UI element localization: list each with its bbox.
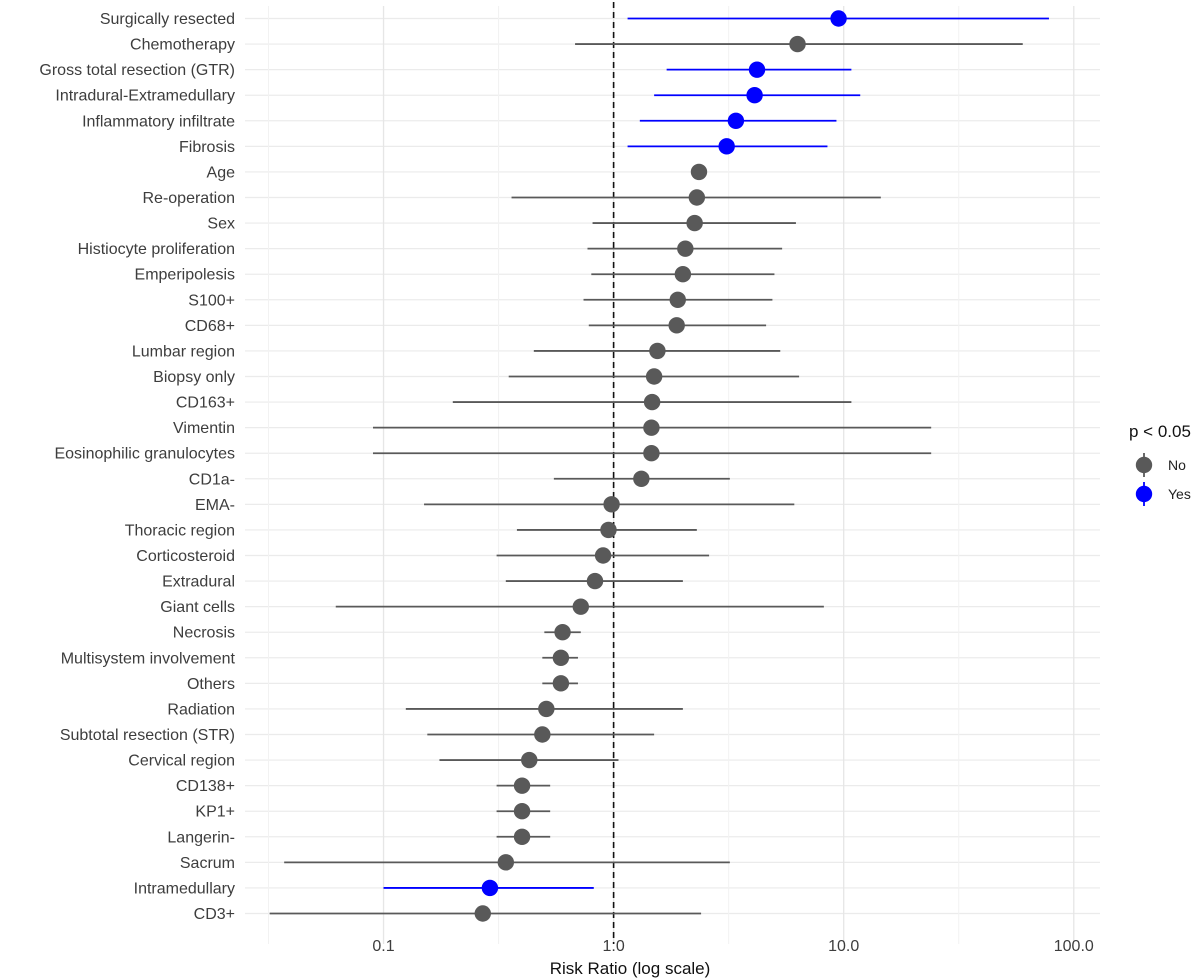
legend-entries: No Yes [1135, 453, 1191, 506]
row-label: Lumbar region [132, 343, 235, 360]
point-estimate [649, 342, 666, 360]
point-estimate [727, 112, 745, 129]
point-estimate [643, 393, 661, 411]
legend-key-point [1135, 485, 1153, 503]
row-label: Cervical region [128, 753, 235, 770]
row-label: Others [187, 676, 235, 693]
legend-label: Yes [1168, 486, 1191, 502]
row-label: Vimentin [173, 420, 235, 437]
point-estimate [746, 87, 763, 104]
row-label: Radiation [167, 701, 235, 718]
y-axis-labels: Surgically resected Chemotherapy Gross tot… [39, 11, 235, 923]
point-estimate [677, 240, 694, 257]
row-label: Giant cells [160, 599, 235, 616]
row-label: CD138+ [176, 778, 235, 795]
x-axis-ticks: 0.1 1.0 10.0 100.0 [372, 938, 1093, 955]
point-estimate [686, 214, 703, 232]
row-label: Age [207, 164, 236, 181]
row-label: Subtotal resection (STR) [60, 727, 235, 744]
row-label: Biopsy only [153, 369, 235, 386]
row-label: Inflammatory infiltrate [82, 113, 235, 130]
row-label: Langerin- [167, 829, 235, 846]
row-label: Necrosis [173, 625, 235, 642]
point-estimate [645, 368, 663, 385]
row-label: Chemotherapy [130, 37, 235, 54]
row-label: Eosinophilic granulocytes [54, 446, 235, 463]
x-tick-label: 0.1 [372, 938, 394, 955]
point-estimate [538, 700, 555, 718]
point-estimate [668, 317, 685, 334]
point-estimate [534, 726, 551, 743]
legend: p < 0.05 No Yes [1129, 422, 1191, 506]
row-label: Histiocyte proliferation [78, 241, 235, 258]
legend-title: p < 0.05 [1129, 422, 1191, 441]
x-axis-title: Risk Ratio (log scale) [550, 959, 711, 978]
point-estimate [474, 905, 491, 922]
point-estimate [600, 521, 617, 539]
point-estimate [572, 598, 589, 615]
row-label: Sex [207, 216, 235, 233]
point-estimate [603, 496, 620, 513]
row-label: Corticosteroid [136, 548, 235, 565]
point-estimate [554, 624, 571, 641]
point-estimate [481, 879, 499, 897]
point-estimate [552, 649, 570, 666]
point-estimate [513, 803, 531, 820]
row-label: CD1a- [189, 471, 235, 488]
point-estimate [497, 854, 515, 871]
point-estimate [643, 419, 660, 436]
point-estimate [718, 138, 735, 155]
row-label: Emperipolesis [135, 267, 235, 284]
row-label: Extradural [162, 574, 235, 591]
point-estimate [552, 675, 570, 692]
point-estimate [586, 572, 604, 590]
x-tick-label: 10.0 [828, 938, 859, 955]
point-estimate [690, 163, 708, 181]
row-label: Surgically resected [100, 11, 235, 28]
row-label: Re-operation [143, 190, 236, 207]
point-estimate-layer [474, 10, 847, 922]
point-estimate [830, 10, 847, 27]
point-estimate [633, 470, 650, 487]
row-label: Sacrum [180, 855, 235, 872]
row-label: S100+ [188, 292, 235, 309]
point-estimate [669, 291, 686, 308]
row-label: KP1+ [195, 804, 235, 821]
row-label: Intramedullary [134, 880, 235, 897]
legend-key-point [1135, 456, 1153, 474]
row-label: EMA- [195, 497, 235, 514]
point-estimate [748, 61, 766, 78]
point-estimate [674, 266, 692, 283]
x-tick-label: 1.0 [602, 938, 624, 955]
point-estimate [521, 751, 538, 769]
row-label: Intradural-Extramedullary [55, 88, 235, 105]
point-estimate [594, 547, 612, 564]
point-estimate [688, 189, 706, 206]
row-label: Gross total resection (GTR) [39, 62, 235, 79]
row-label: CD3+ [194, 906, 235, 923]
confidence-interval-layer [269, 17, 1049, 915]
x-tick-label: 100.0 [1054, 938, 1094, 955]
point-estimate [643, 445, 660, 462]
row-label: CD68+ [185, 318, 235, 335]
point-estimate [513, 828, 531, 845]
row-label: Multisystem involvement [61, 650, 236, 667]
point-estimate [513, 777, 531, 794]
point-estimate [789, 35, 806, 53]
row-label: Fibrosis [179, 139, 235, 156]
legend-label: No [1168, 457, 1186, 473]
row-label: CD163+ [176, 395, 235, 412]
row-label: Thoracic region [125, 522, 235, 539]
